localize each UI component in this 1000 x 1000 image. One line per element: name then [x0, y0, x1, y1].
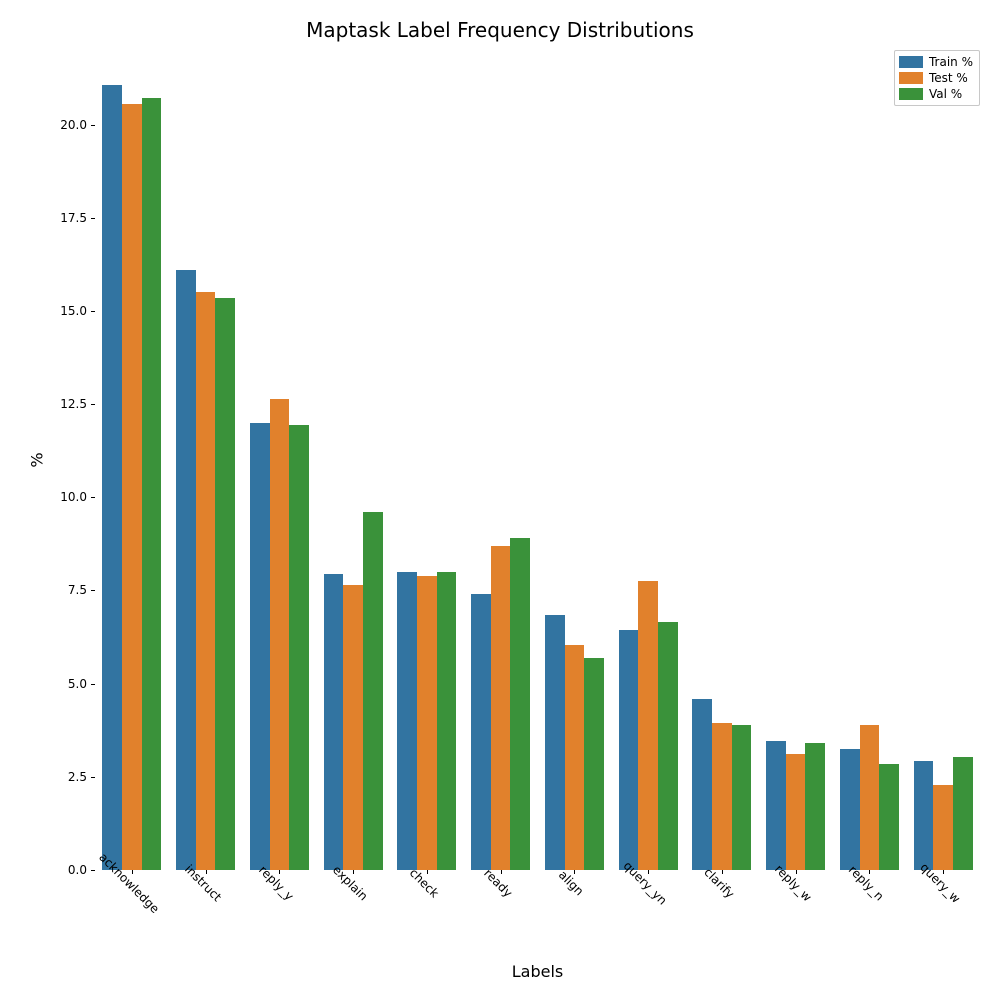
bar — [732, 725, 752, 870]
bar — [766, 741, 786, 870]
x-tick-mark — [132, 870, 133, 874]
bar — [860, 725, 880, 870]
bar — [471, 594, 491, 870]
legend: Train % Test % Val % — [894, 50, 980, 106]
bar — [196, 292, 216, 870]
x-tick-mark — [279, 870, 280, 874]
bar — [289, 425, 309, 870]
bar — [491, 546, 511, 870]
bar — [122, 104, 142, 870]
legend-row: Train % — [899, 55, 973, 69]
legend-label: Test % — [929, 71, 968, 85]
bar — [142, 98, 162, 870]
bar — [397, 572, 417, 870]
figure: Maptask Label Frequency Distributions 0.… — [0, 0, 1000, 1000]
y-tick-mark — [91, 125, 95, 126]
bar — [565, 645, 585, 871]
x-axis-label: Labels — [95, 962, 980, 981]
legend-label: Train % — [929, 55, 973, 69]
bar — [638, 581, 658, 870]
x-tick-mark — [943, 870, 944, 874]
y-tick-mark — [91, 777, 95, 778]
x-tick-mark — [501, 870, 502, 874]
bar — [250, 423, 270, 870]
bar — [102, 85, 122, 870]
legend-swatch — [899, 56, 923, 68]
x-tick-label: clarify — [701, 865, 737, 901]
bar — [953, 757, 973, 870]
y-tick-mark — [91, 684, 95, 685]
bar — [363, 512, 383, 870]
y-tick-mark — [91, 311, 95, 312]
x-tick-mark — [353, 870, 354, 874]
bar — [840, 749, 860, 870]
bar — [437, 572, 457, 870]
bar — [658, 622, 678, 870]
legend-row: Val % — [899, 87, 973, 101]
bar — [879, 764, 899, 870]
bar — [712, 723, 732, 870]
figure-title: Maptask Label Frequency Distributions — [0, 18, 1000, 42]
y-tick-mark — [91, 590, 95, 591]
x-tick-label: check — [407, 866, 442, 901]
legend-swatch — [899, 88, 923, 100]
y-tick-mark — [91, 870, 95, 871]
bar — [270, 399, 290, 871]
x-tick-mark — [648, 870, 649, 874]
x-tick-mark — [427, 870, 428, 874]
legend-row: Test % — [899, 71, 973, 85]
bar — [176, 270, 196, 870]
legend-label: Val % — [929, 87, 962, 101]
x-tick-label: ready — [481, 866, 515, 900]
bar — [343, 585, 363, 870]
bar — [215, 298, 235, 870]
x-tick-mark — [796, 870, 797, 874]
bar — [805, 743, 825, 870]
legend-swatch — [899, 72, 923, 84]
bar — [545, 615, 565, 870]
y-tick-mark — [91, 218, 95, 219]
x-tick-mark — [869, 870, 870, 874]
x-tick-mark — [722, 870, 723, 874]
y-tick-mark — [91, 404, 95, 405]
bar — [417, 576, 437, 870]
bar — [933, 785, 953, 870]
bar — [510, 538, 530, 870]
bar — [786, 754, 806, 870]
x-tick-mark — [206, 870, 207, 874]
bar — [584, 658, 604, 870]
y-axis-label: % — [28, 50, 47, 870]
bar — [324, 574, 344, 870]
bar — [619, 630, 639, 870]
x-tick-label: align — [556, 868, 587, 899]
bar — [692, 699, 712, 870]
bar — [914, 761, 934, 870]
plot-area — [95, 50, 980, 870]
y-tick-mark — [91, 497, 95, 498]
axes: 0.02.55.07.510.012.515.017.520.0 acknowl… — [95, 50, 980, 870]
x-tick-mark — [574, 870, 575, 874]
